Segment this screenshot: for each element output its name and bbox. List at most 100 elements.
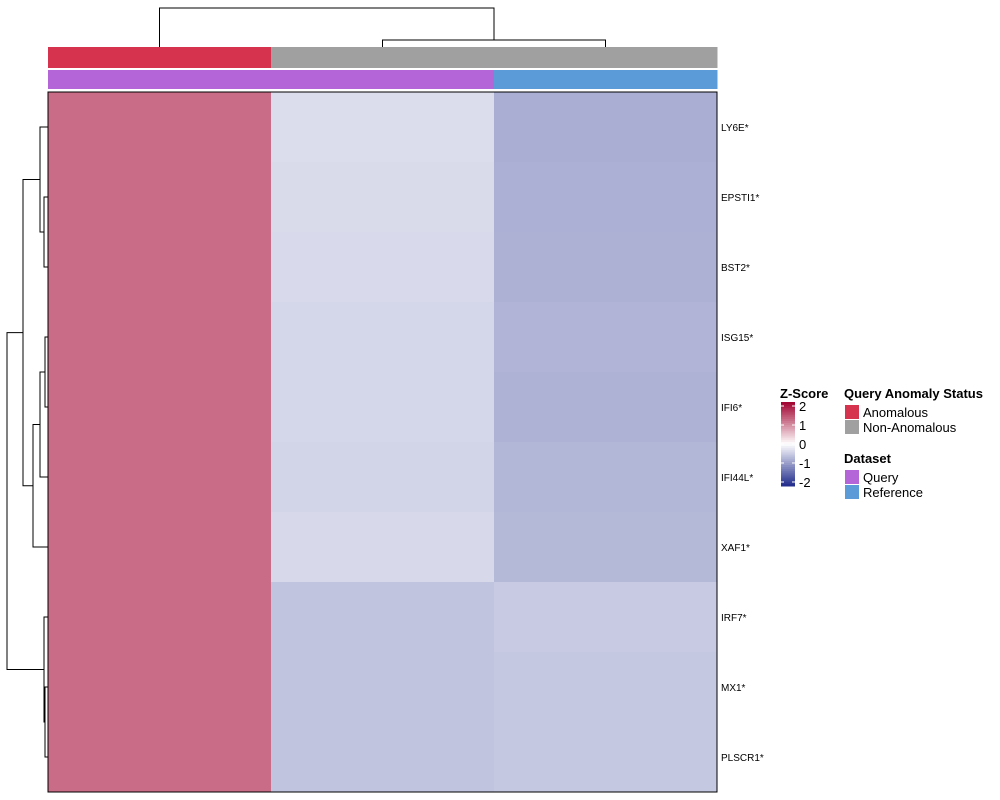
annotation-legend-swatch [845, 485, 859, 499]
heatmap-cell [271, 582, 495, 653]
annotation-legend-swatch [845, 420, 859, 434]
color-key-segment [781, 416, 795, 420]
column-dendrogram-branch [159, 7, 495, 47]
color-key-tick-label: 1 [799, 418, 806, 433]
heatmap-cell [48, 722, 272, 793]
color-key-segment [781, 441, 795, 445]
heatmap-cell [48, 302, 272, 373]
row-dendrogram-branch [6, 332, 44, 670]
heatmap-cell [494, 722, 718, 793]
color-key-segment [781, 477, 795, 481]
heatmap-cell [271, 232, 495, 303]
color-key-segment [781, 465, 795, 468]
color-key-segment [781, 410, 795, 413]
color-key-segment [781, 406, 795, 409]
row-label: PLSCR1* [721, 753, 764, 764]
row-label: BST2* [721, 263, 750, 274]
heatmap-cell [494, 442, 718, 513]
color-key-title: Z-Score [780, 386, 828, 401]
color-key-segment [781, 475, 795, 479]
heatmap-cell [494, 302, 718, 373]
color-key-tick-label: 0 [799, 437, 806, 452]
annotation-legend-swatch [845, 470, 859, 484]
color-key-segment [781, 462, 795, 466]
color-key-segment [781, 469, 795, 472]
heatmap-cell [48, 512, 272, 583]
heatmap-cell [48, 442, 272, 513]
color-key-segment [781, 450, 795, 453]
heatmap-cell [48, 92, 272, 163]
dataset-annotation-cell [271, 70, 495, 89]
heatmap-cell [48, 372, 272, 443]
heatmap-cell [48, 582, 272, 653]
row-label: IFI6* [721, 403, 742, 414]
color-key-segment [781, 408, 795, 411]
color-key-segment [781, 427, 795, 430]
annotation-legend-swatch [845, 405, 859, 419]
color-key-segment [781, 423, 795, 426]
row-label: MX1* [721, 683, 746, 694]
anomaly-status-annotation-cell [48, 47, 272, 68]
color-key-segment [781, 479, 795, 483]
row-label: IFI44L* [721, 473, 753, 484]
color-key-segment [781, 454, 795, 458]
dataset-annotation-cell [48, 70, 272, 89]
row-label: XAF1* [721, 543, 750, 554]
color-key-segment [781, 460, 795, 464]
heatmap-cell [271, 162, 495, 233]
heatmap-cell [494, 582, 718, 653]
dataset-annotation-cell [494, 70, 718, 89]
color-key-segment [781, 439, 795, 443]
color-key-segment [781, 414, 795, 418]
row-dendrogram-branch [43, 196, 48, 268]
color-key-segment [781, 418, 795, 422]
heatmap-cell [271, 372, 495, 443]
annotation-legend-title: Query Anomaly Status [844, 386, 983, 401]
annotation-legend-title: Dataset [844, 451, 892, 466]
color-key-segment [781, 467, 795, 470]
anomaly-status-annotation-cell [271, 47, 495, 68]
row-label: EPSTI1* [721, 193, 759, 204]
color-key-segment [781, 483, 795, 487]
heatmap-cell [271, 442, 495, 513]
heatmap-cell [271, 92, 495, 163]
color-key-segment [781, 402, 795, 405]
heatmap-border [47, 91, 718, 793]
row-dendrogram-branch [22, 179, 40, 487]
color-key-segment [781, 446, 795, 449]
color-key-segment [781, 404, 795, 407]
color-key-segment [781, 433, 795, 437]
heatmap-cell [271, 652, 495, 723]
row-label: IRF7* [721, 613, 747, 624]
color-key-tick-label: -1 [799, 456, 811, 471]
color-key-segment [781, 431, 795, 434]
heatmap-cell [494, 92, 718, 163]
row-label: ISG15* [721, 333, 753, 344]
heatmap-cell [271, 722, 495, 793]
color-key-tick-label: 2 [799, 399, 806, 414]
color-key-segment [781, 473, 795, 476]
color-key-segment [781, 444, 795, 447]
anomaly-status-annotation-cell [494, 47, 718, 68]
heatmap-cell [494, 162, 718, 233]
color-key-segment [781, 471, 795, 474]
color-key-segment [781, 420, 795, 424]
heatmap-cell [48, 232, 272, 303]
color-key-segment [781, 458, 795, 462]
color-key-segment [781, 448, 795, 451]
heatmap-cell [494, 372, 718, 443]
color-key-segment [781, 452, 795, 455]
heatmap-cell [494, 652, 718, 723]
color-key-segment [781, 437, 795, 441]
color-key-segment [781, 412, 795, 416]
color-key-segment [781, 481, 795, 485]
color-key-segment [781, 425, 795, 428]
heatmap-cell [48, 652, 272, 723]
color-key-segment [781, 435, 795, 439]
color-key-segment [781, 456, 795, 460]
row-dendrogram-branch [39, 371, 48, 478]
column-dendrogram-branch [382, 39, 606, 47]
heatmap-cell [48, 162, 272, 233]
